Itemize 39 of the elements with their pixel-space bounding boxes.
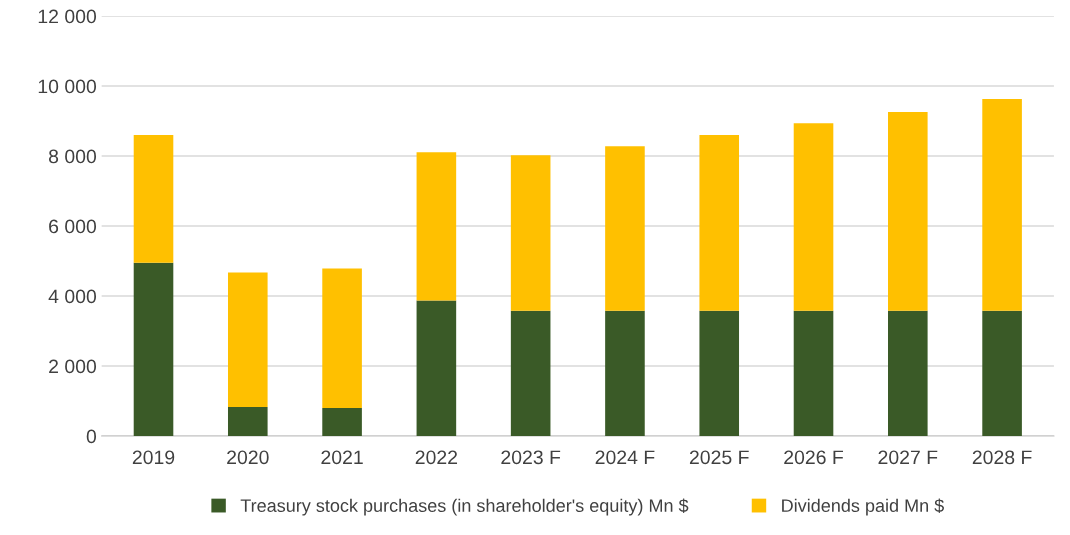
bar (227, 406, 268, 437)
x-tick-label: 2027 F (878, 450, 938, 465)
bar (699, 310, 740, 437)
bar (699, 135, 740, 311)
bar (133, 135, 174, 263)
x-tick-label: 2026 F (784, 450, 844, 465)
bar (605, 146, 645, 311)
bar (510, 310, 551, 437)
y-tick-label: 6 000 (49, 219, 97, 234)
bar (510, 155, 551, 311)
x-tick-label: 2023 F (501, 450, 561, 465)
bar (888, 112, 928, 311)
bar (888, 310, 928, 437)
bar (322, 408, 362, 437)
x-tick-label: 2024 F (595, 450, 655, 465)
legend-label: Treasury stock purchases (in shareholder's equity) Mn $ (240, 498, 689, 516)
bar (416, 152, 457, 301)
bar (416, 300, 457, 437)
x-tick-label: 2028 F (972, 450, 1032, 465)
bar (982, 310, 1022, 437)
x-tick-label: 2025 F (689, 450, 749, 465)
bar (605, 310, 645, 437)
y-tick-label: 12 000 (38, 9, 97, 24)
bar (133, 262, 174, 437)
y-tick-label: 8 000 (48, 149, 97, 164)
y-tick-label: 0 (86, 429, 97, 444)
y-tick-label: 10 000 (38, 79, 97, 94)
y-tick-label: 4 000 (48, 289, 97, 304)
bar (793, 123, 834, 311)
bar (793, 310, 834, 437)
x-tick-label: 2021 (321, 450, 363, 465)
x-tick-label: 2019 (132, 450, 175, 465)
bar (982, 99, 1022, 311)
bar (322, 268, 362, 409)
x-tick-label: 2020 (227, 450, 269, 465)
bar (227, 272, 268, 407)
x-tick-label: 2022 (415, 450, 458, 465)
y-tick-label: 2 000 (49, 359, 97, 374)
legend-label: Dividends paid Mn $ (782, 498, 944, 516)
